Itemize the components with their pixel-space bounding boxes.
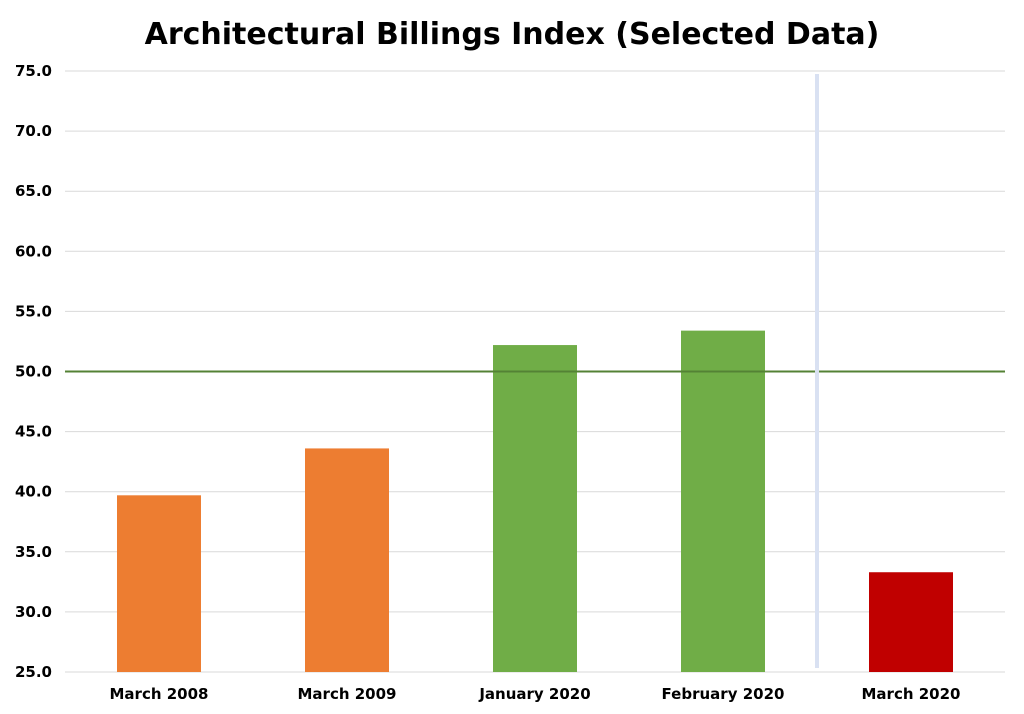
y-axis-ticks: 25.0 30.0 35.0 40.0 45.0 50.0 55.0 60.0 65.0 70.0… [15, 62, 52, 681]
bar [493, 345, 577, 672]
y-tick-label: 50.0 [15, 363, 52, 381]
x-tick-label: March 2008 [110, 685, 209, 703]
y-tick-label: 55.0 [15, 302, 52, 320]
x-tick-label: February 2020 [662, 685, 785, 703]
y-tick-label: 75.0 [15, 62, 52, 80]
y-tick-label: 65.0 [15, 182, 52, 200]
y-tick-label: 25.0 [15, 663, 52, 681]
overlays [65, 74, 1005, 668]
y-tick-label: 40.0 [15, 483, 52, 501]
bar [117, 495, 201, 672]
x-tick-label: January 2020 [478, 685, 590, 703]
x-tick-label: March 2009 [298, 685, 397, 703]
y-tick-label: 35.0 [15, 543, 52, 561]
bar [305, 448, 389, 672]
y-tick-label: 70.0 [15, 122, 52, 140]
x-tick-label: March 2020 [862, 685, 961, 703]
x-axis-labels: March 2008 March 2009 January 2020 February… [110, 685, 961, 703]
bar [869, 572, 953, 672]
y-tick-label: 45.0 [15, 423, 52, 441]
chart-title: Architectural Billings Index (Selected D… [145, 17, 880, 52]
y-tick-label: 60.0 [15, 242, 52, 260]
bar [681, 330, 765, 672]
bars [117, 330, 953, 672]
y-tick-label: 30.0 [15, 603, 52, 621]
